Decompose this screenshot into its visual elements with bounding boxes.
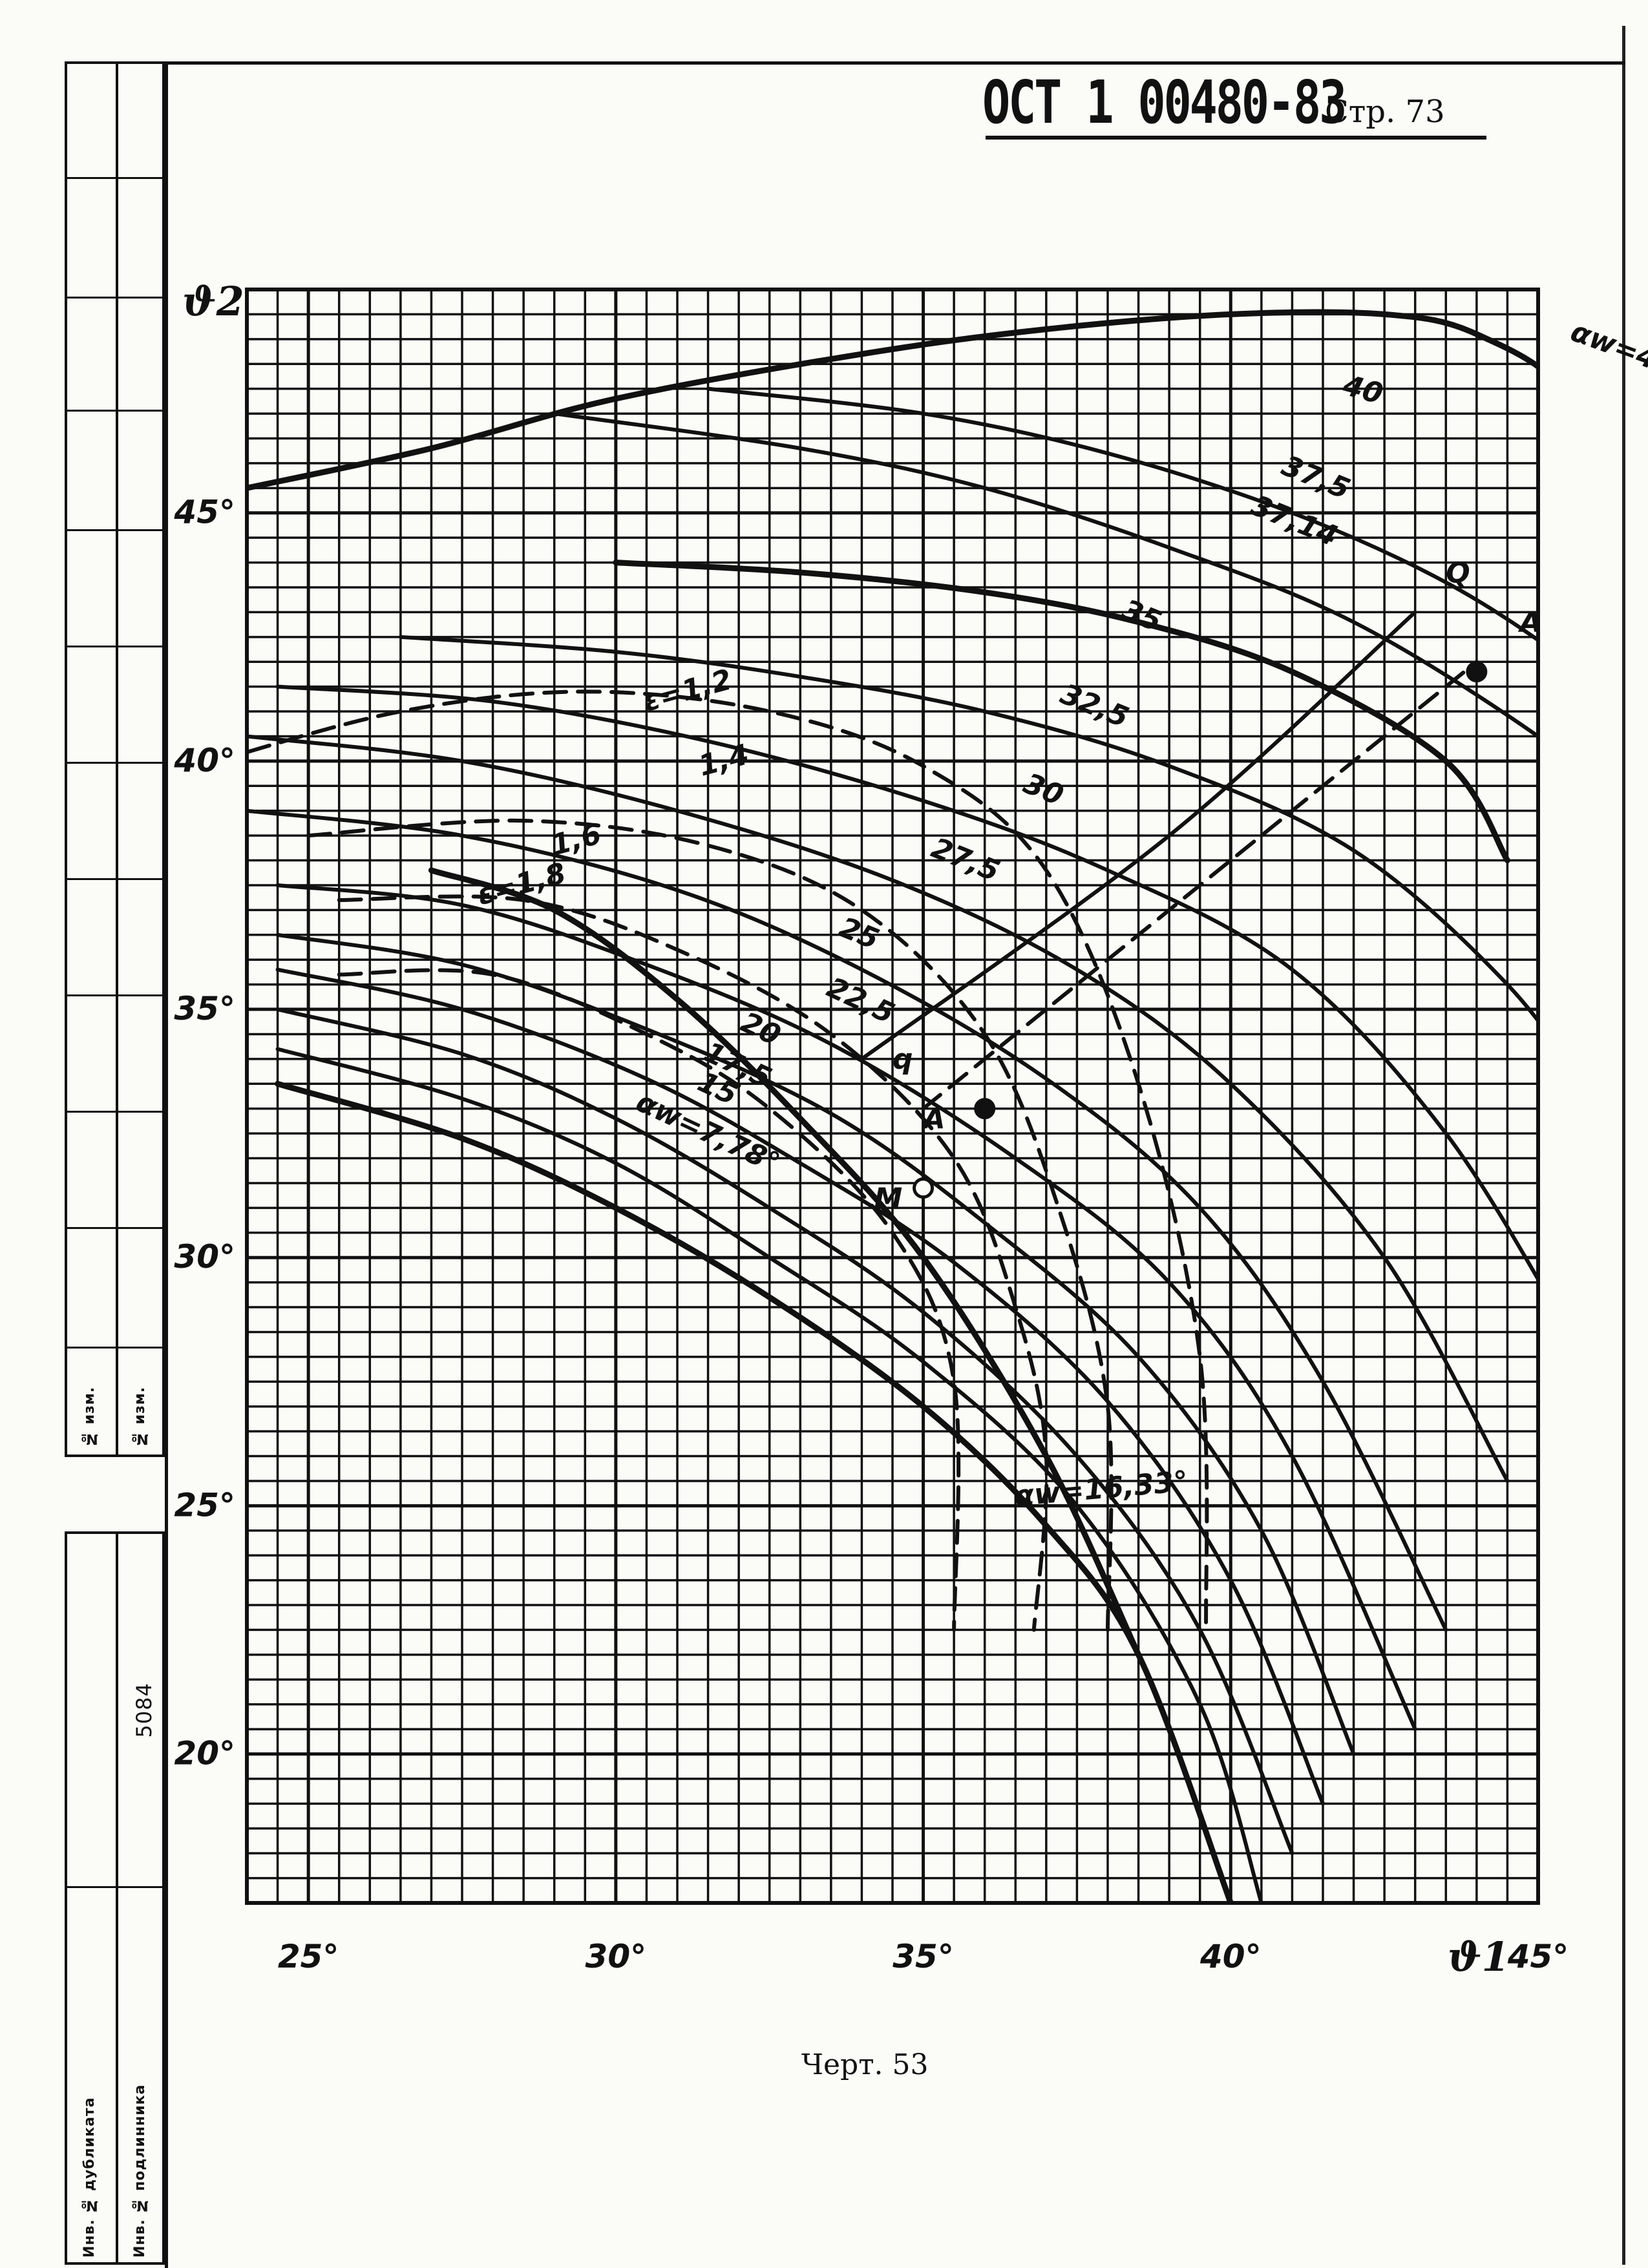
right-border-rule <box>1622 26 1625 2265</box>
y-tick-label-3: 35° <box>174 990 235 1027</box>
series-line-7 <box>247 808 1448 1632</box>
series-line-12 <box>275 1047 1263 1903</box>
grid <box>245 288 1540 1905</box>
stamp-upper-block: № изм. № изм. <box>65 61 165 1457</box>
plot-border <box>245 288 1540 1905</box>
x-tick-label-2: 35° <box>893 1938 954 1975</box>
x-axis-label: ϑ1 <box>1448 1933 1510 1980</box>
y-tick-label-2: 30° <box>174 1238 235 1276</box>
series-line-4 <box>398 635 1538 1024</box>
curve-labels-group: αw=43,00°4037,537,143532,53027,52522,520… <box>474 315 1648 1513</box>
series-line-18 <box>337 968 961 1632</box>
series-line-11 <box>275 1007 1294 1856</box>
y-tick-label-5: 45° <box>173 494 235 531</box>
series-line-9 <box>275 932 1356 1756</box>
stamp-lower-block: 5084 Инв. № дубликата Инв. № подлинника <box>65 1531 165 2265</box>
series-line-16 <box>306 818 1114 1632</box>
y-tick-label-1: 25° <box>174 1486 235 1524</box>
series-line-19 <box>860 610 1417 1061</box>
points-group <box>913 661 1488 1199</box>
curve-label-15: ε=1,2 <box>640 663 735 718</box>
curve-label-1: 40 <box>1339 368 1386 410</box>
curve-label-9: 22,5 <box>822 971 900 1031</box>
annotation-4: M <box>874 1182 902 1215</box>
series-line-15 <box>247 689 1209 1632</box>
data-point-m-2 <box>913 1177 935 1199</box>
data-point-a-1 <box>974 1098 996 1120</box>
document-number: ОСТ 1 00480-83 <box>982 68 1347 137</box>
y-tick-label-4: 40° <box>173 742 235 779</box>
annotation-1: A <box>1517 606 1541 639</box>
x-tick-label-1: 30° <box>586 1938 647 1975</box>
series-line-6 <box>247 734 1510 1483</box>
series-line-8 <box>275 883 1417 1732</box>
curve-label-16: 1,4 <box>695 738 752 782</box>
x-tick-label-4: 45° <box>1507 1938 1569 1975</box>
annotation-2: q <box>893 1043 913 1076</box>
curve-label-4: 35 <box>1117 593 1167 638</box>
series-line-20 <box>921 660 1479 1111</box>
series-line-3 <box>613 560 1510 864</box>
series-line-1 <box>706 386 1538 643</box>
figure-caption: Черт. 53 <box>801 2048 929 2081</box>
series-line-0 <box>247 309 1538 491</box>
curve-label-6: 30 <box>1019 767 1068 812</box>
page-number: Стр. 73 <box>1325 94 1445 130</box>
series-line-17 <box>337 894 1049 1632</box>
series-line-14 <box>428 867 1142 1658</box>
y-tick-label-0: 20° <box>174 1735 235 1772</box>
curve-label-8: 25 <box>834 911 883 956</box>
curve-label-0: αw=43,00° <box>1567 315 1648 405</box>
y-axis-label: ϑ2 <box>182 278 244 325</box>
page-frame <box>165 61 1625 2268</box>
curve-label-7: 27,5 <box>927 832 1004 888</box>
x-tick-label-0: 25° <box>278 1938 339 1975</box>
data-point-a-0 <box>1466 661 1488 683</box>
curve-label-17: 1,6 <box>547 817 604 862</box>
header-underline <box>986 136 1486 140</box>
series-group <box>247 309 1538 1903</box>
series-line-5 <box>275 684 1538 1283</box>
annotation-0: Q <box>1446 556 1470 589</box>
x-tick-label-3: 40° <box>1199 1938 1262 1975</box>
curve-label-10: 20 <box>735 1006 785 1053</box>
annotation-3: A <box>922 1102 945 1135</box>
curve-label-2: 37,5 <box>1277 449 1355 506</box>
series-line-2 <box>552 412 1538 739</box>
document-header: ОСТ 1 00480-83 Стр. 73 <box>982 68 1486 140</box>
